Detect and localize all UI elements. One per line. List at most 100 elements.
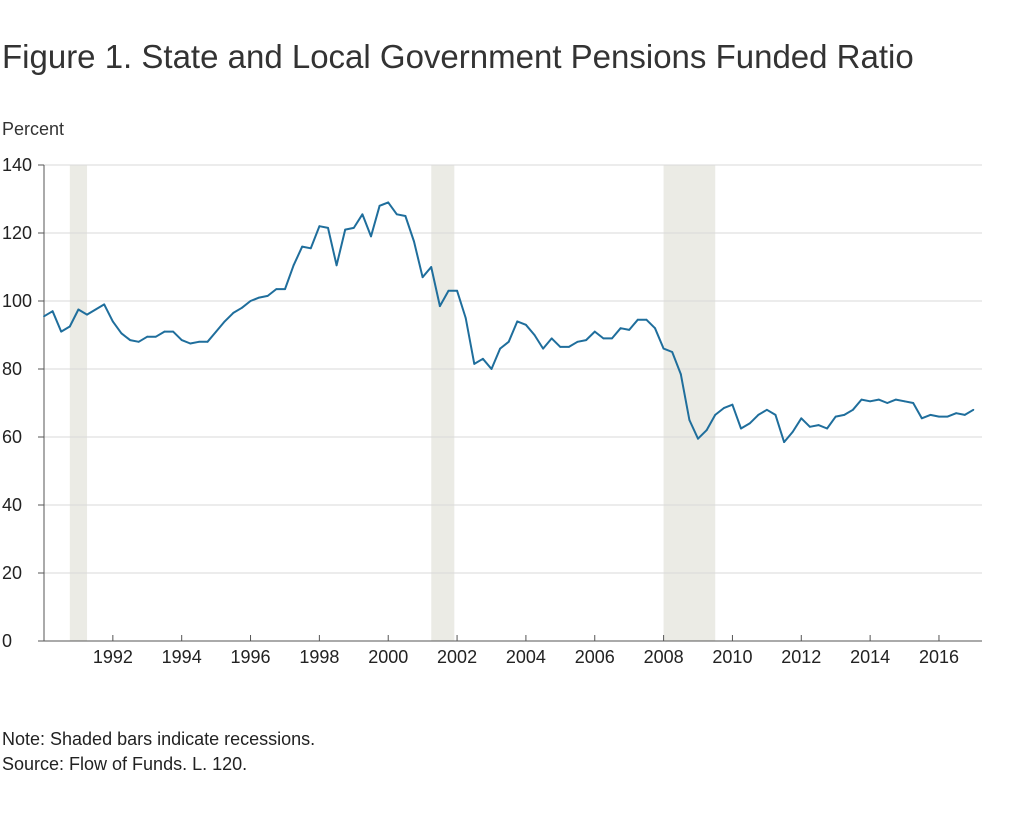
x-tick-label: 2016 <box>919 647 959 667</box>
data-point <box>43 315 45 318</box>
data-point <box>895 398 897 401</box>
x-tick-label: 1998 <box>299 647 339 667</box>
x-tick-label: 2012 <box>781 647 821 667</box>
y-tick-label: 100 <box>2 291 32 311</box>
data-point <box>120 332 123 335</box>
data-point <box>249 300 252 302</box>
data-point <box>309 247 312 250</box>
data-point <box>361 213 364 216</box>
data-point <box>955 412 958 415</box>
data-point <box>568 346 570 348</box>
data-point <box>378 204 381 207</box>
data-point <box>877 398 880 401</box>
data-point <box>284 288 286 290</box>
y-tick-label: 120 <box>2 223 32 243</box>
y-tick-label: 0 <box>2 631 12 651</box>
data-point <box>292 264 295 267</box>
data-point <box>464 317 467 319</box>
series-line-funded-ratio <box>43 201 974 444</box>
data-point <box>275 288 278 290</box>
data-point <box>395 213 398 216</box>
data-point <box>791 431 794 433</box>
data-point <box>129 339 131 341</box>
data-point <box>628 329 631 331</box>
data-point <box>869 400 872 403</box>
data-point <box>68 325 71 328</box>
data-point <box>223 320 226 323</box>
chart-note: Note: Shaded bars indicate recessions. <box>2 729 316 749</box>
recession-band-2 <box>431 165 455 641</box>
x-tick-label: 2000 <box>368 647 408 667</box>
data-point <box>748 422 751 425</box>
data-point <box>542 347 545 350</box>
data-point <box>662 347 665 350</box>
data-point <box>619 327 622 330</box>
data-point <box>481 357 484 360</box>
data-point <box>327 227 329 229</box>
data-point <box>197 340 200 343</box>
data-point <box>886 402 889 404</box>
data-point <box>258 296 261 299</box>
data-point <box>51 310 54 313</box>
data-point <box>602 337 605 340</box>
data-point <box>808 425 811 428</box>
data-point <box>593 330 596 333</box>
data-point <box>550 337 553 340</box>
data-point <box>688 419 691 421</box>
data-point <box>559 346 562 348</box>
data-point <box>172 330 174 333</box>
data-point <box>189 342 192 345</box>
x-tick-label: 2008 <box>644 647 684 667</box>
data-point <box>800 417 803 420</box>
data-point <box>430 266 433 268</box>
x-tick-labels: 1992 1994 1996 1998 2000 2002 2004 2006 2008 2010… <box>93 647 959 667</box>
data-point <box>215 330 218 333</box>
recession-bands <box>69 165 716 641</box>
data-point <box>111 320 114 323</box>
data-point <box>946 415 949 418</box>
data-point <box>352 227 355 229</box>
y-tick-label: 20 <box>2 563 22 583</box>
data-point <box>163 330 166 333</box>
data-point <box>843 414 846 416</box>
data-point <box>636 318 639 321</box>
x-tick-label: 2004 <box>506 647 546 667</box>
data-point <box>722 407 725 409</box>
data-point <box>757 414 760 416</box>
chart-source: Source: Flow of Funds. L. 120. <box>2 754 248 774</box>
line-chart: 0 20 40 60 80 100 120 140 1992 1994 1996 1998 2000 2… <box>2 155 982 667</box>
data-point <box>826 427 829 430</box>
data-point <box>783 441 785 443</box>
x-tick-label: 1996 <box>231 647 271 667</box>
data-point <box>671 351 674 353</box>
data-point <box>972 408 975 411</box>
data-point <box>817 424 820 426</box>
data-point <box>774 414 777 416</box>
data-point <box>154 335 157 338</box>
data-point <box>645 318 648 321</box>
data-point <box>912 402 915 404</box>
data-point <box>585 339 588 341</box>
data-point <box>765 408 768 411</box>
data-point <box>499 347 501 350</box>
data-point <box>137 340 140 343</box>
data-point <box>473 363 476 365</box>
x-tick-label: 1994 <box>162 647 202 667</box>
data-point <box>679 373 682 375</box>
data-point <box>963 414 966 416</box>
data-point <box>697 437 699 440</box>
data-point <box>938 415 940 418</box>
gridlines <box>44 164 982 574</box>
data-point <box>860 398 863 401</box>
data-point <box>344 228 347 231</box>
data-point <box>714 414 717 416</box>
data-point <box>232 312 235 314</box>
data-point <box>77 308 80 311</box>
data-point <box>404 215 407 217</box>
data-point <box>60 330 63 333</box>
x-tick-label: 2002 <box>437 647 477 667</box>
data-point <box>180 339 183 341</box>
x-tick-label: 2014 <box>850 647 890 667</box>
series-layer <box>43 201 975 444</box>
data-point <box>929 414 932 416</box>
